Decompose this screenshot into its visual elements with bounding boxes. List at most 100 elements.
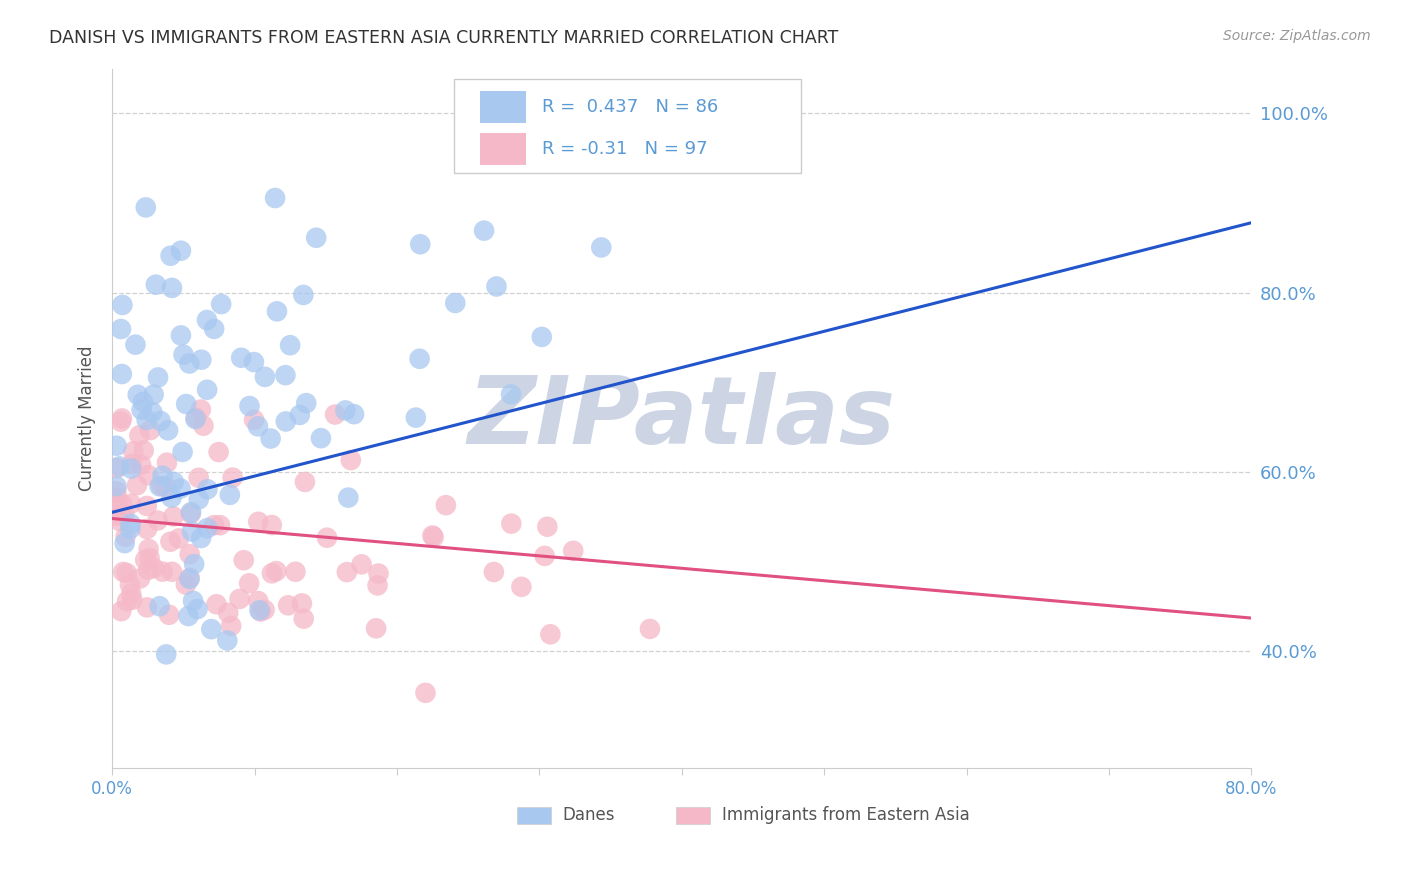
- Point: [146, 514, 169, 528]
- Point: [367, 578, 389, 592]
- Point: [336, 565, 359, 579]
- Point: [159, 534, 181, 549]
- Point: [160, 281, 183, 295]
- Point: [124, 337, 146, 351]
- Text: R =  0.437   N = 86: R = 0.437 N = 86: [541, 98, 718, 116]
- Point: [122, 444, 145, 458]
- Point: [186, 602, 208, 616]
- Point: [136, 563, 159, 577]
- Point: [142, 561, 165, 575]
- Point: [105, 461, 128, 475]
- Point: [142, 387, 165, 401]
- Point: [159, 249, 181, 263]
- Point: [482, 565, 505, 579]
- Point: [217, 606, 239, 620]
- Point: [118, 577, 141, 591]
- Point: [591, 240, 613, 254]
- Point: [409, 237, 432, 252]
- Point: [510, 580, 533, 594]
- Point: [120, 522, 142, 536]
- Point: [205, 597, 228, 611]
- Point: [179, 547, 201, 561]
- Point: [174, 577, 197, 591]
- Point: [149, 599, 172, 614]
- Point: [112, 565, 135, 579]
- Point: [294, 475, 316, 489]
- Point: [472, 224, 495, 238]
- Point: [197, 483, 219, 497]
- Point: [179, 571, 201, 585]
- Point: [228, 591, 250, 606]
- Point: [156, 456, 179, 470]
- Point: [136, 600, 159, 615]
- Point: [110, 415, 132, 429]
- Point: [111, 367, 134, 381]
- Point: [264, 191, 287, 205]
- Point: [243, 413, 266, 427]
- Point: [114, 536, 136, 550]
- Point: [136, 522, 159, 536]
- Point: [148, 479, 170, 493]
- Point: [415, 686, 437, 700]
- Point: [141, 405, 163, 419]
- FancyBboxPatch shape: [481, 133, 526, 165]
- Point: [150, 479, 173, 493]
- Point: [190, 402, 212, 417]
- Point: [132, 443, 155, 458]
- Point: [177, 609, 200, 624]
- Point: [277, 599, 299, 613]
- Point: [195, 521, 218, 535]
- Point: [292, 612, 315, 626]
- Point: [149, 414, 172, 428]
- Point: [231, 351, 253, 365]
- Point: [157, 423, 180, 437]
- Point: [284, 565, 307, 579]
- Point: [221, 470, 243, 484]
- Point: [249, 605, 271, 619]
- Point: [173, 348, 195, 362]
- Text: Immigrants from Eastern Asia: Immigrants from Eastern Asia: [721, 806, 970, 824]
- Point: [110, 322, 132, 336]
- Point: [138, 468, 160, 483]
- Point: [108, 459, 131, 474]
- Point: [343, 407, 366, 421]
- Point: [135, 201, 157, 215]
- Point: [243, 355, 266, 369]
- Point: [120, 587, 142, 601]
- Point: [128, 428, 150, 442]
- Point: [562, 543, 585, 558]
- Point: [183, 557, 205, 571]
- Point: [533, 549, 555, 563]
- Point: [155, 480, 177, 494]
- Point: [152, 468, 174, 483]
- Point: [292, 288, 315, 302]
- Point: [129, 458, 152, 472]
- Point: [350, 558, 373, 572]
- Point: [138, 541, 160, 556]
- Point: [260, 566, 283, 581]
- Point: [170, 328, 193, 343]
- Point: [121, 592, 143, 607]
- Point: [253, 603, 276, 617]
- Point: [167, 532, 190, 546]
- Point: [246, 419, 269, 434]
- Point: [105, 508, 128, 523]
- Point: [139, 423, 162, 437]
- Point: [115, 594, 138, 608]
- Point: [249, 603, 271, 617]
- Point: [120, 516, 142, 531]
- Point: [121, 457, 143, 471]
- Point: [145, 277, 167, 292]
- Point: [309, 431, 332, 445]
- Point: [125, 478, 148, 492]
- Point: [169, 482, 191, 496]
- Point: [111, 298, 134, 312]
- Point: [638, 622, 661, 636]
- Point: [172, 445, 194, 459]
- Point: [179, 356, 201, 370]
- Point: [499, 387, 522, 401]
- Point: [316, 531, 339, 545]
- Point: [131, 402, 153, 417]
- Point: [219, 619, 242, 633]
- FancyBboxPatch shape: [454, 79, 801, 173]
